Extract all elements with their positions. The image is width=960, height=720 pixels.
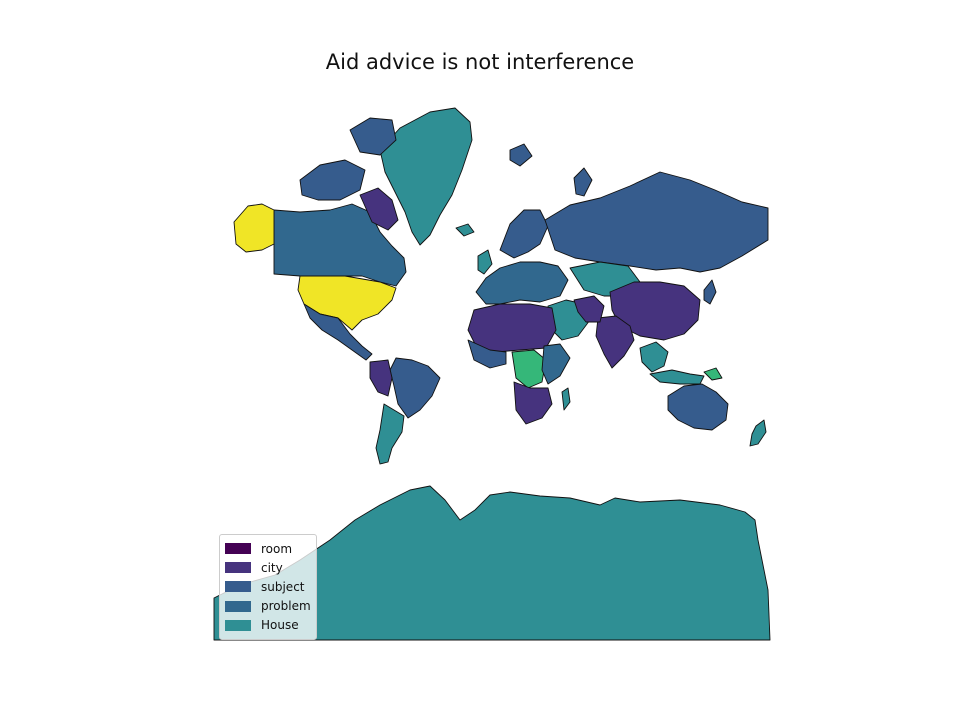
legend-swatch-problem [225,600,251,612]
region-india [595,315,635,369]
region-west-africa [467,339,507,369]
region-indonesia [649,369,705,385]
region-central-africa [511,349,547,389]
region-arctic-islands [299,159,366,201]
region-north-africa [467,303,557,353]
legend-swatch-house [225,619,251,631]
region-novaya-zemlya [573,167,593,197]
region-usa [297,275,397,331]
map-legend: room city subject problem House [219,534,317,640]
region-madagascar [561,387,571,411]
region-antarctica [213,485,771,641]
region-ellesmere [349,117,397,156]
legend-swatch-room [225,543,251,555]
region-japan [703,279,717,305]
map-title: Aid advice is not interference [325,50,635,74]
legend-item-problem: problem [220,597,316,616]
region-baffin [359,187,399,231]
region-australia [667,383,729,431]
legend-item-subject: subject [220,577,316,596]
legend-item-room: room [220,539,316,558]
region-brazil [389,357,441,419]
legend-label-house: House [261,618,299,633]
legend-swatch-city [225,562,251,574]
region-southeast-asia [639,341,669,373]
region-peru [369,359,393,397]
region-scandinavia [499,209,549,259]
region-argentina [375,403,405,465]
legend-item-house: House [220,616,316,635]
region-png [703,367,723,381]
legend-swatch-subject [225,581,251,593]
legend-label-city: city [261,560,283,575]
region-uk [477,249,493,275]
region-southern-africa [513,381,553,425]
region-east-africa [541,343,571,385]
region-iceland [455,223,475,237]
legend-label-room: room [261,541,293,556]
region-svalbard [509,143,533,167]
region-mexico [303,303,373,361]
region-iran [573,295,605,323]
legend-label-subject: subject [261,579,305,594]
region-alaska [233,203,275,253]
legend-label-problem: problem [261,599,311,614]
region-new-zealand [749,419,767,447]
legend-item-city: city [220,558,316,577]
region-europe [475,261,569,305]
region-greenland [379,107,473,246]
